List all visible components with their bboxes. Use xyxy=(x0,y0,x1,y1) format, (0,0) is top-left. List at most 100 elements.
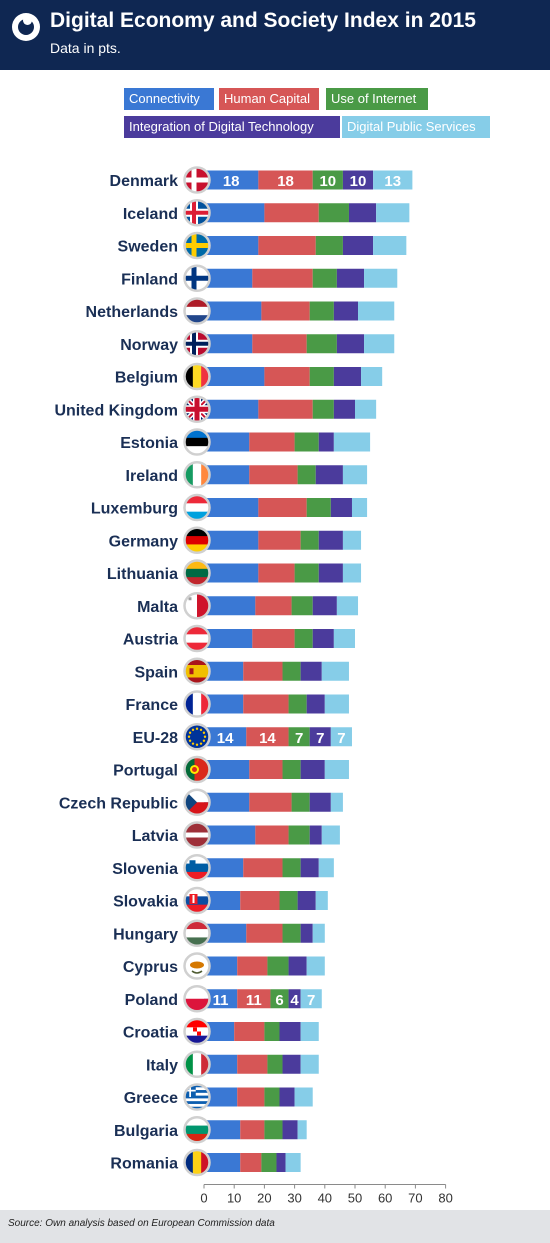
bar-poland-connectivity xyxy=(204,989,238,1009)
x-tick-label-0: 0 xyxy=(200,1191,207,1206)
bar-united-kingdom-digital-public-services xyxy=(355,399,377,419)
bar-eu-28-use-of-internet xyxy=(288,727,310,747)
bar-spain-digital-public-services xyxy=(321,661,349,681)
bar-ireland-human-capital xyxy=(249,465,298,485)
bar-poland-use-of-internet xyxy=(270,989,289,1009)
bar-czech-republic-integration-of-digital-technology xyxy=(309,792,331,812)
bar-italy-use-of-internet xyxy=(267,1054,283,1074)
bar-belgium-digital-public-services xyxy=(361,367,383,386)
legend-item-integration-of-digital-technology: Integration of Digital Technology xyxy=(124,116,340,138)
bar-estonia-use-of-internet xyxy=(294,432,319,452)
bar-austria-use-of-internet xyxy=(294,629,313,648)
bar-croatia-digital-public-services xyxy=(300,1022,319,1041)
bar-netherlands-integration-of-digital-technology xyxy=(333,301,359,321)
legend-item-connectivity: Connectivity xyxy=(124,88,214,110)
bar-netherlands-use-of-internet xyxy=(309,301,334,321)
bar-hungary-digital-public-services xyxy=(312,923,325,943)
bar-finland-connectivity xyxy=(204,268,253,288)
bar-bulgaria-connectivity xyxy=(204,1120,241,1140)
bar-romania-connectivity xyxy=(204,1153,241,1172)
bar-ireland-integration-of-digital-technology xyxy=(315,465,343,485)
bar-hungary-use-of-internet xyxy=(282,923,301,943)
bar-iceland-digital-public-services xyxy=(376,203,410,223)
bar-norway-connectivity xyxy=(204,334,253,354)
x-tick-label-50: 50 xyxy=(348,1191,362,1206)
chart-subtitle: Data in pts. xyxy=(50,40,121,56)
bar-romania-human-capital xyxy=(240,1153,262,1172)
bar-portugal-connectivity xyxy=(204,760,250,779)
x-tick-label-80: 80 xyxy=(438,1191,452,1206)
bar-denmark-digital-public-services xyxy=(373,170,413,190)
country-label-germany: Germany xyxy=(109,533,178,550)
bar-hungary-integration-of-digital-technology xyxy=(300,923,313,943)
bar-austria-human-capital xyxy=(252,629,295,648)
country-label-eu-28: EU-28 xyxy=(133,730,178,747)
bar-iceland-connectivity xyxy=(204,203,265,223)
bar-slovenia-use-of-internet xyxy=(282,858,301,878)
bar-bulgaria-digital-public-services xyxy=(297,1120,307,1140)
bar-italy-human-capital xyxy=(237,1054,268,1074)
bar-belgium-use-of-internet xyxy=(309,367,334,386)
bar-denmark-use-of-internet xyxy=(312,170,343,190)
value-label-denmark-integration-of-digital-technology: 10 xyxy=(350,173,367,190)
bar-malta-integration-of-digital-technology xyxy=(312,596,337,616)
bar-croatia-connectivity xyxy=(204,1022,235,1041)
flag-czech-republic-icon xyxy=(184,789,210,815)
value-label-poland-connectivity: 11 xyxy=(213,992,229,1009)
value-label-denmark-connectivity: 18 xyxy=(223,173,240,190)
bar-cyprus-integration-of-digital-technology xyxy=(288,956,307,976)
bar-iceland-use-of-internet xyxy=(318,203,349,223)
x-tick-label-40: 40 xyxy=(318,1191,332,1206)
bar-belgium-connectivity xyxy=(204,367,265,386)
bar-lithuania-use-of-internet xyxy=(294,563,319,583)
country-label-austria: Austria xyxy=(123,632,178,649)
flag-belgium-icon xyxy=(184,364,210,389)
bar-lithuania-connectivity xyxy=(204,563,259,583)
bar-bulgaria-human-capital xyxy=(240,1120,265,1140)
country-label-czech-republic: Czech Republic xyxy=(59,795,178,812)
bar-malta-connectivity xyxy=(204,596,256,616)
flag-estonia-icon xyxy=(184,429,210,455)
bar-lithuania-digital-public-services xyxy=(342,563,362,583)
bar-denmark-human-capital xyxy=(258,170,313,190)
x-tick-label-30: 30 xyxy=(287,1191,301,1206)
bar-portugal-digital-public-services xyxy=(324,760,349,779)
bar-estonia-digital-public-services xyxy=(333,432,371,452)
country-label-portugal: Portugal xyxy=(113,763,178,780)
bar-united-kingdom-human-capital xyxy=(258,399,313,419)
flag-slovakia-icon xyxy=(184,888,210,913)
bar-latvia-digital-public-services xyxy=(321,825,340,845)
bar-croatia-use-of-internet xyxy=(264,1022,280,1041)
bar-slovenia-human-capital xyxy=(243,858,283,878)
bar-estonia-human-capital xyxy=(249,432,295,452)
bar-sweden-human-capital xyxy=(258,236,316,255)
bar-romania-digital-public-services xyxy=(285,1153,301,1172)
bar-iceland-integration-of-digital-technology xyxy=(348,203,377,223)
bar-poland-human-capital xyxy=(237,989,271,1009)
country-label-france: France xyxy=(126,697,179,714)
bar-norway-digital-public-services xyxy=(364,334,395,354)
value-label-eu-28-integration-of-digital-technology: 7 xyxy=(316,730,324,747)
bar-slovakia-digital-public-services xyxy=(315,891,328,910)
bar-germany-digital-public-services xyxy=(342,530,362,550)
bar-netherlands-digital-public-services xyxy=(358,301,395,321)
bar-bulgaria-use-of-internet xyxy=(264,1120,283,1140)
bar-france-connectivity xyxy=(204,694,244,714)
flag-netherlands-icon xyxy=(184,298,210,324)
bar-luxemburg-use-of-internet xyxy=(306,498,331,517)
value-label-eu-28-digital-public-services: 7 xyxy=(337,730,345,747)
legend-item-use-of-internet: Use of Internet xyxy=(326,88,428,110)
footer: Source: Own analysis based on European C… xyxy=(0,1210,550,1243)
bar-united-kingdom-use-of-internet xyxy=(312,399,334,419)
bar-croatia-human-capital xyxy=(234,1022,265,1041)
bar-latvia-connectivity xyxy=(204,825,256,845)
bar-greece-connectivity xyxy=(204,1087,238,1107)
bar-sweden-connectivity xyxy=(204,236,259,255)
bar-greece-human-capital xyxy=(237,1087,265,1107)
country-label-greece: Greece xyxy=(124,1090,178,1107)
bar-austria-digital-public-services xyxy=(333,629,355,648)
bar-germany-integration-of-digital-technology xyxy=(318,530,343,550)
country-label-hungary: Hungary xyxy=(113,926,178,943)
bar-latvia-integration-of-digital-technology xyxy=(309,825,322,845)
flag-france-icon xyxy=(184,691,210,717)
